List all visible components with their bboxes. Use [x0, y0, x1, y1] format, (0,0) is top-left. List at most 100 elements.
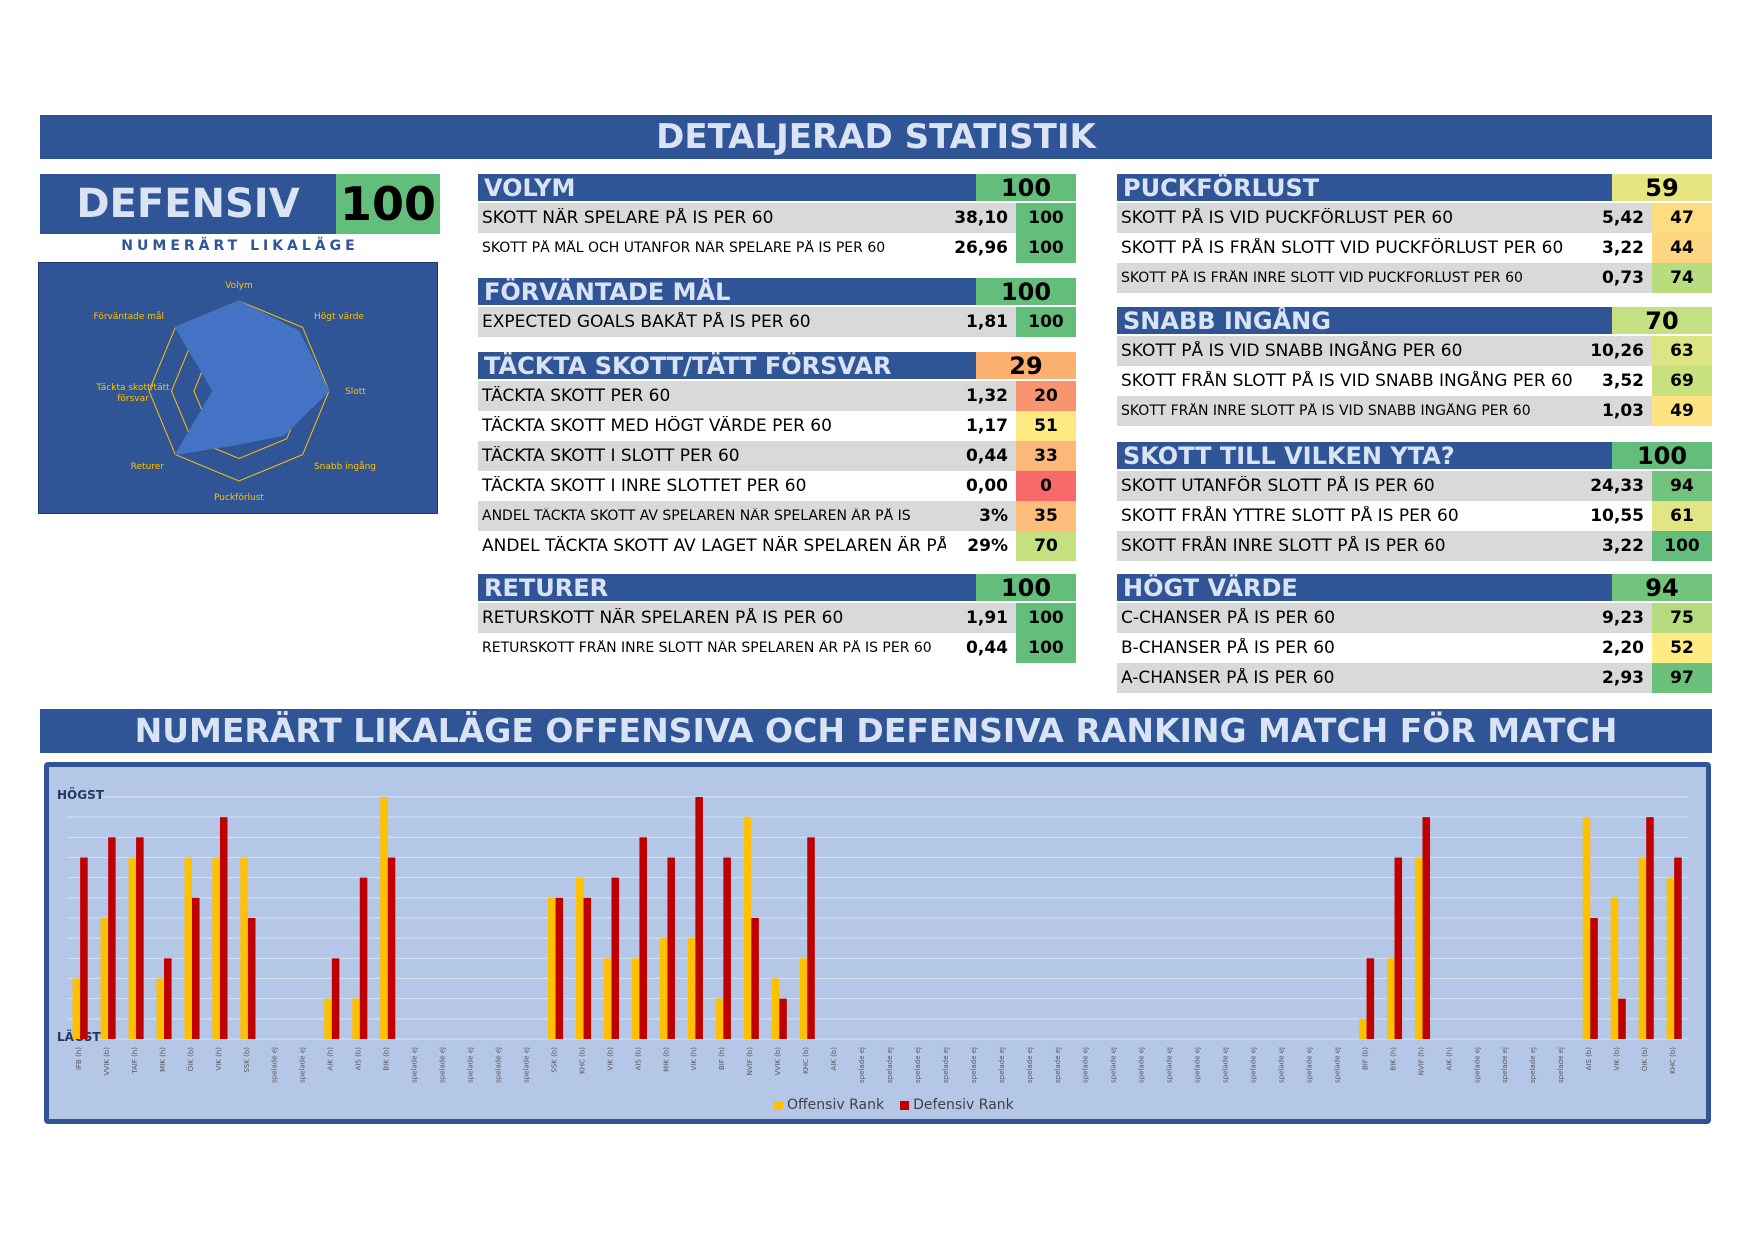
section-header: SKOTT TILL VILKEN YTA? 100	[1117, 442, 1712, 471]
stat-score: 100	[1016, 307, 1076, 337]
bar-offensiv	[1610, 897, 1619, 1039]
x-tick-label: spelade ej	[1250, 1047, 1258, 1083]
stat-label: A-CHANSER PÅ IS PER 60	[1121, 668, 1335, 688]
stat-value: 1,81	[966, 312, 1008, 332]
bar-offensiv	[743, 817, 752, 1039]
radar-area	[174, 300, 330, 456]
x-tick-label: spelade ej	[886, 1047, 894, 1083]
bar-offensiv	[659, 938, 668, 1039]
x-tick-label: spelade ej	[439, 1047, 447, 1083]
bar-defensiv	[695, 797, 703, 1039]
x-tick-label: spelade ej	[1501, 1047, 1509, 1083]
bar-offensiv	[156, 978, 165, 1039]
x-tick-label: spelade ej	[1138, 1047, 1146, 1083]
section-header: VOLYM 100	[478, 174, 1076, 203]
bar-offensiv	[631, 958, 640, 1039]
stat-row: RETURSKOTT FRÅN INRE SLOTT NÄR SPELAREN …	[478, 633, 1076, 663]
stat-score: 94	[1652, 471, 1712, 501]
stat-label: ANDEL TÄCKTA SKOTT AV LAGET NÄR SPELAREN…	[482, 536, 946, 556]
bar-defensiv	[1590, 918, 1598, 1039]
x-tick-label: spelade ej	[970, 1047, 978, 1083]
bar-offensiv	[715, 998, 724, 1039]
bar-offensiv	[603, 958, 612, 1039]
stat-row: SKOTT FRÅN SLOTT PÅ IS VID SNABB INGÅNG …	[1117, 366, 1712, 396]
bar-defensiv	[751, 918, 759, 1039]
x-tick-label: VIK (h)	[215, 1047, 223, 1071]
x-tick-label: spelade ej	[1194, 1047, 1202, 1083]
x-tick-label: NVIF (b)	[746, 1047, 754, 1076]
stat-label: EXPECTED GOALS BAKÅT PÅ IS PER 60	[482, 312, 811, 332]
stat-label: TÄCKTA SKOTT PER 60	[482, 386, 671, 406]
x-tick-label: MIK (b)	[662, 1047, 670, 1072]
section-header: TÄCKTA SKOTT/TÄTT FÖRSVAR 29	[478, 352, 1076, 381]
section-title: HÖGT VÄRDE	[1117, 574, 1612, 601]
stat-value: 26,96	[954, 238, 1008, 258]
stat-label: TÄCKTA SKOTT MED HÖGT VÄRDE PER 60	[482, 416, 832, 436]
x-tick-label: VVIK (b)	[774, 1047, 782, 1076]
stat-label: TÄCKTA SKOTT I SLOTT PER 60	[482, 446, 740, 466]
stat-row: SKOTT PÅ IS VID SNABB INGÅNG PER 60 10,26…	[1117, 336, 1712, 366]
section-rows: C-CHANSER PÅ IS PER 60 9,23 75 B-CHANSER PÅ…	[1117, 603, 1712, 693]
radar-svg: Volym Högt värde Slott Snabb ingång Puckförl…	[93, 281, 376, 503]
stat-label: TÄCKTA SKOTT I INRE SLOTTET PER 60	[482, 476, 807, 496]
stat-value: 10,55	[1590, 506, 1644, 526]
ranking-chart: HÖGSTLÄGSTIFB (h)VVIK (b)TAIF (h)MIK (h)…	[44, 762, 1711, 1124]
x-tick-label: spelade ej	[914, 1047, 922, 1083]
stat-score: 44	[1652, 233, 1712, 263]
bar-offensiv	[1638, 857, 1647, 1039]
bar-offensiv	[240, 857, 248, 1039]
section-rows: TÄCKTA SKOTT PER 60 1,32 20 TÄCKTA SKOTT ME…	[478, 381, 1076, 561]
x-tick-label: VIK (h)	[690, 1047, 698, 1071]
bar-defensiv	[1366, 958, 1375, 1039]
page-title: DETALJERAD STATISTIK	[40, 115, 1712, 159]
x-tick-label: VIK (b)	[1613, 1047, 1621, 1071]
stat-row: TÄCKTA SKOTT MED HÖGT VÄRDE PER 60 1,17 51	[478, 411, 1076, 441]
x-tick-label: IFB (h)	[75, 1047, 83, 1070]
stat-value: 9,23	[1602, 608, 1644, 628]
bar-defensiv	[1646, 817, 1654, 1039]
stat-label: SKOTT PÅ IS VID SNABB INGÅNG PER 60	[1121, 341, 1463, 361]
section-sections_right-2: SKOTT TILL VILKEN YTA? 100 SKOTT UTANFÖR S…	[1117, 442, 1712, 561]
stat-row: EXPECTED GOALS BAKÅT PÅ IS PER 60 1,81 100	[478, 307, 1076, 337]
stat-score: 63	[1652, 336, 1712, 366]
section-rows: SKOTT PÅ IS VID SNABB INGÅNG PER 60 10,26…	[1117, 336, 1712, 426]
stat-value: 0,44	[966, 446, 1008, 466]
stat-score: 100	[1016, 603, 1076, 633]
stat-score: 74	[1652, 263, 1712, 293]
stat-value: 0,00	[966, 476, 1008, 496]
bar-defensiv	[723, 857, 731, 1039]
bar-offensiv	[212, 857, 220, 1039]
section-header: RETURER 100	[478, 574, 1076, 603]
section-title: PUCKFÖRLUST	[1117, 174, 1612, 201]
ranking-chart-svg: HÖGSTLÄGSTIFB (h)VVIK (b)TAIF (h)MIK (h)…	[57, 787, 1689, 1083]
x-tick-label: AIK (h)	[327, 1047, 335, 1071]
stat-row: SKOTT FRÅN INRE SLOTT PÅ IS PER 60 3,22 10…	[1117, 531, 1712, 561]
bar-offensiv	[184, 857, 193, 1039]
bar-offensiv	[380, 797, 388, 1039]
defensiv-score: 100	[336, 174, 440, 234]
bar-defensiv	[667, 857, 675, 1039]
x-tick-label: spelade ej	[1278, 1047, 1286, 1083]
bar-defensiv	[192, 897, 200, 1039]
x-tick-label: spelade ej	[411, 1047, 419, 1083]
stat-row: SKOTT PÅ IS FRÅN INRE SLOTT VID PUCKFÖRL…	[1117, 263, 1712, 293]
radar-axis-label: Volym	[225, 281, 253, 291]
legend-swatch-offensiv	[774, 1100, 783, 1110]
section-sections_right-3: HÖGT VÄRDE 94 C-CHANSER PÅ IS PER 60 9,23 75…	[1117, 574, 1712, 693]
bar-defensiv	[136, 837, 144, 1039]
stat-value: 1,91	[966, 608, 1008, 628]
radar-chart: Volym Högt värde Slott Snabb ingång Puckförl…	[38, 262, 438, 514]
bar-offensiv	[352, 998, 360, 1039]
x-tick-label: spelade ej	[1166, 1047, 1174, 1083]
x-tick-label: AIK (h)	[1445, 1047, 1453, 1071]
stat-label: SKOTT NÄR SPELARE PÅ IS PER 60	[482, 208, 774, 228]
stat-score: 47	[1652, 203, 1712, 233]
chart-legend: Offensiv Rank Defensiv Rank	[774, 1097, 1014, 1113]
section-rows: SKOTT PÅ IS VID PUCKFÖRLUST PER 60 5,42 47…	[1117, 203, 1712, 293]
stat-label: SKOTT FRÅN SLOTT PÅ IS VID SNABB INGÅNG …	[1121, 371, 1573, 391]
section-score: 100	[976, 278, 1076, 306]
radar-axis-label: Snabb ingång	[314, 461, 376, 472]
x-tick-label: BIK (h)	[1389, 1047, 1397, 1071]
stat-row: TÄCKTA SKOTT PER 60 1,32 20	[478, 381, 1076, 411]
bar-offensiv	[324, 998, 332, 1039]
